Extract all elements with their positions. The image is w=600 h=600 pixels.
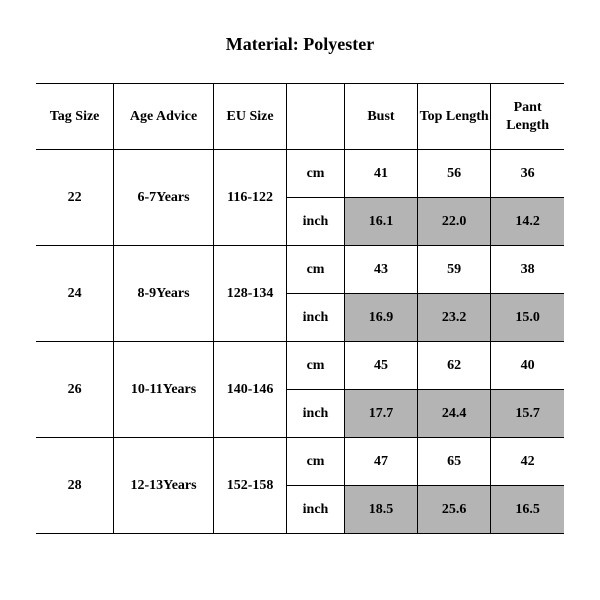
cell-pant-inch: 15.7 (491, 390, 564, 438)
cell-top-cm: 62 (418, 342, 491, 390)
cell-eu-size: 152-158 (213, 438, 286, 534)
cell-top-inch: 24.4 (418, 390, 491, 438)
table-row: 24 8-9Years 128-134 cm 43 59 38 (36, 246, 564, 294)
cell-unit-cm: cm (287, 150, 345, 198)
cell-pant-inch: 16.5 (491, 486, 564, 534)
cell-unit-cm: cm (287, 438, 345, 486)
col-top-length: Top Length (418, 84, 491, 150)
page-title: Material: Polyester (36, 34, 564, 55)
cell-tag-size: 24 (36, 246, 114, 342)
col-pant-length: Pant Length (491, 84, 564, 150)
page: Material: Polyester Tag Size Age Advice … (0, 0, 600, 554)
table-row: 26 10-11Years 140-146 cm 45 62 40 (36, 342, 564, 390)
cell-pant-inch: 15.0 (491, 294, 564, 342)
cell-pant-inch: 14.2 (491, 198, 564, 246)
cell-eu-size: 128-134 (213, 246, 286, 342)
cell-tag-size: 22 (36, 150, 114, 246)
cell-bust-cm: 43 (344, 246, 417, 294)
cell-pant-cm: 38 (491, 246, 564, 294)
cell-top-inch: 22.0 (418, 198, 491, 246)
table-row: 28 12-13Years 152-158 cm 47 65 42 (36, 438, 564, 486)
cell-top-cm: 65 (418, 438, 491, 486)
cell-bust-cm: 41 (344, 150, 417, 198)
cell-unit-cm: cm (287, 246, 345, 294)
col-eu-size: EU Size (213, 84, 286, 150)
size-table: Tag Size Age Advice EU Size Bust Top Len… (36, 83, 564, 534)
cell-pant-cm: 42 (491, 438, 564, 486)
cell-top-inch: 25.6 (418, 486, 491, 534)
table-body: 22 6-7Years 116-122 cm 41 56 36 inch 16.… (36, 150, 564, 534)
cell-top-cm: 56 (418, 150, 491, 198)
cell-unit-inch: inch (287, 294, 345, 342)
table-row: 22 6-7Years 116-122 cm 41 56 36 (36, 150, 564, 198)
cell-bust-cm: 45 (344, 342, 417, 390)
cell-pant-cm: 36 (491, 150, 564, 198)
cell-bust-inch: 16.9 (344, 294, 417, 342)
cell-bust-inch: 17.7 (344, 390, 417, 438)
cell-bust-inch: 16.1 (344, 198, 417, 246)
cell-bust-cm: 47 (344, 438, 417, 486)
cell-tag-size: 26 (36, 342, 114, 438)
cell-bust-inch: 18.5 (344, 486, 417, 534)
cell-eu-size: 116-122 (213, 150, 286, 246)
cell-top-inch: 23.2 (418, 294, 491, 342)
cell-unit-inch: inch (287, 390, 345, 438)
col-unit (287, 84, 345, 150)
cell-top-cm: 59 (418, 246, 491, 294)
cell-pant-cm: 40 (491, 342, 564, 390)
cell-unit-cm: cm (287, 342, 345, 390)
col-tag-size: Tag Size (36, 84, 114, 150)
cell-age-advice: 12-13Years (114, 438, 214, 534)
col-bust: Bust (344, 84, 417, 150)
table-header-row: Tag Size Age Advice EU Size Bust Top Len… (36, 84, 564, 150)
cell-eu-size: 140-146 (213, 342, 286, 438)
cell-age-advice: 6-7Years (114, 150, 214, 246)
cell-tag-size: 28 (36, 438, 114, 534)
col-age-advice: Age Advice (114, 84, 214, 150)
cell-unit-inch: inch (287, 486, 345, 534)
cell-unit-inch: inch (287, 198, 345, 246)
cell-age-advice: 8-9Years (114, 246, 214, 342)
cell-age-advice: 10-11Years (114, 342, 214, 438)
